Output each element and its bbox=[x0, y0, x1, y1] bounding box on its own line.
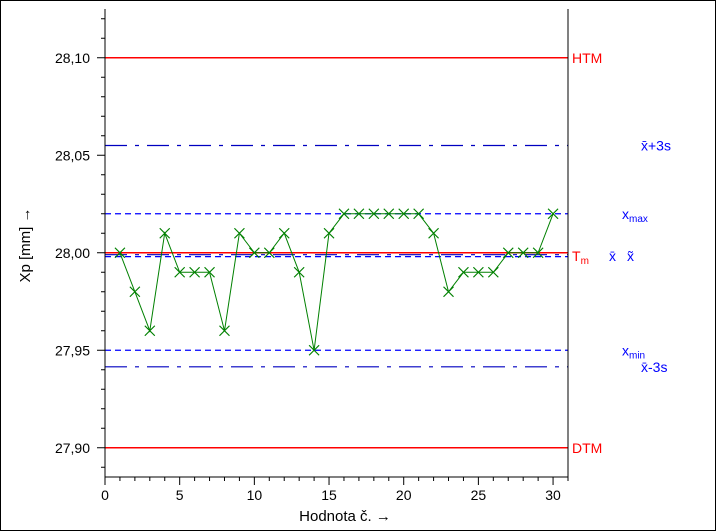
data-point bbox=[383, 208, 395, 220]
data-series bbox=[114, 208, 559, 356]
data-point bbox=[517, 247, 529, 259]
x-tick-label: 30 bbox=[545, 487, 561, 503]
label-dtm: DTM bbox=[572, 440, 602, 456]
data-point bbox=[159, 227, 171, 239]
data-point bbox=[458, 266, 469, 278]
x-tick-label: 25 bbox=[471, 487, 487, 503]
data-point bbox=[413, 208, 425, 220]
data-point bbox=[219, 325, 230, 337]
y-tick-label: 28,00 bbox=[55, 245, 90, 261]
data-point bbox=[353, 208, 365, 220]
x-tick-label: 0 bbox=[101, 487, 109, 503]
y-tick-label: 28,05 bbox=[55, 147, 90, 163]
axes: Hodnota č. → Xp [mm] → bbox=[17, 9, 569, 525]
data-point bbox=[233, 227, 245, 239]
x-tick-label: 10 bbox=[247, 487, 263, 503]
data-point bbox=[308, 344, 320, 356]
series-line bbox=[119, 213, 554, 351]
data-point bbox=[204, 266, 215, 278]
data-point bbox=[443, 286, 454, 298]
data-point bbox=[263, 247, 275, 259]
x-axis-label: Hodnota č. → bbox=[299, 508, 391, 525]
data-point bbox=[428, 227, 440, 239]
label-tm: Tm bbox=[572, 248, 589, 267]
x-tick-label: 20 bbox=[396, 487, 412, 503]
ticks: 0 5 10 15 20 25 30 27,90 27,95 28,00 28,05 28,10 bbox=[55, 18, 569, 503]
data-point bbox=[398, 208, 410, 220]
data-point bbox=[547, 208, 559, 220]
y-tick-label: 27,90 bbox=[55, 440, 90, 456]
y-axis-label: Xp [mm] → bbox=[17, 207, 34, 282]
data-point bbox=[368, 208, 380, 220]
label-xbar-minus-3s: x̄-3s bbox=[641, 359, 667, 375]
data-point bbox=[502, 247, 514, 259]
label-htm: HTM bbox=[572, 50, 602, 66]
data-point bbox=[338, 208, 350, 220]
data-point bbox=[487, 266, 499, 278]
label-xmax: xmax bbox=[622, 206, 648, 225]
data-point bbox=[129, 286, 141, 298]
data-point bbox=[293, 266, 305, 278]
data-point bbox=[114, 247, 126, 259]
data-point bbox=[532, 247, 544, 259]
data-point bbox=[472, 266, 484, 278]
y-tick-label: 28,10 bbox=[55, 50, 90, 66]
data-point bbox=[323, 227, 335, 239]
data-point bbox=[189, 266, 201, 278]
data-point bbox=[248, 247, 260, 259]
data-point bbox=[278, 227, 290, 239]
x-tick-label: 15 bbox=[321, 487, 337, 503]
data-point bbox=[174, 266, 186, 278]
data-point bbox=[144, 325, 156, 337]
label-xmin: xmin bbox=[622, 342, 645, 361]
x-tick-label: 5 bbox=[176, 487, 184, 503]
label-xbar: x̄ bbox=[609, 248, 616, 264]
label-xtilde: x̃ bbox=[627, 248, 634, 264]
reference-lines bbox=[105, 56, 568, 449]
label-xbar-plus-3s: x̄+3s bbox=[641, 138, 671, 154]
y-tick-label: 27,95 bbox=[55, 342, 90, 358]
